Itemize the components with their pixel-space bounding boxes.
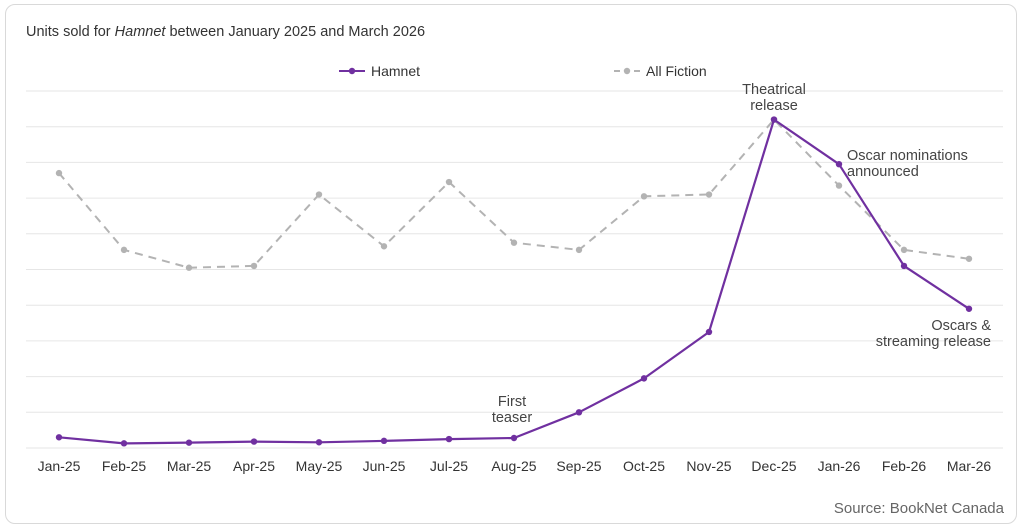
x-tick-label: Mar-26 bbox=[947, 458, 992, 474]
series-hamnet bbox=[55, 116, 973, 447]
x-tick-label: Feb-25 bbox=[102, 458, 147, 474]
data-point bbox=[900, 246, 908, 254]
data-point bbox=[55, 169, 63, 177]
annotation: Oscars &streaming release bbox=[876, 318, 992, 350]
legend-label: Hamnet bbox=[371, 63, 420, 79]
data-point bbox=[315, 439, 323, 446]
data-point bbox=[640, 375, 648, 382]
series-lines bbox=[55, 116, 973, 447]
data-point bbox=[250, 262, 258, 270]
data-point bbox=[315, 191, 323, 198]
data-point bbox=[250, 438, 258, 445]
data-point bbox=[575, 409, 583, 416]
annotation-line: Oscars & bbox=[931, 318, 991, 334]
annotation-line: announced bbox=[847, 164, 919, 180]
data-point bbox=[835, 182, 843, 189]
data-point bbox=[445, 178, 453, 186]
legend: Hamnet All Fiction bbox=[339, 63, 707, 79]
annotation-line: teaser bbox=[492, 410, 532, 426]
data-point bbox=[510, 239, 518, 246]
chart-title-book: Hamnet bbox=[114, 24, 166, 40]
x-tick-label: Jan-26 bbox=[818, 458, 861, 474]
x-tick-label: Sep-25 bbox=[556, 458, 601, 474]
data-point bbox=[445, 435, 453, 443]
x-tick-label: Jul-25 bbox=[430, 458, 468, 474]
data-point bbox=[705, 191, 713, 198]
data-point bbox=[575, 246, 583, 254]
data-point bbox=[770, 116, 778, 123]
data-point bbox=[835, 160, 843, 168]
x-tick-label: Aug-25 bbox=[491, 458, 536, 474]
x-axis-ticks: Jan-25 Feb-25 Mar-25 Apr-25 May-25 Jun-25 Jul-… bbox=[38, 458, 992, 474]
x-tick-label: Mar-25 bbox=[167, 458, 212, 474]
legend-label: All Fiction bbox=[646, 63, 707, 79]
annotation-line: Oscar nominations bbox=[847, 148, 968, 164]
data-point bbox=[965, 305, 973, 312]
data-point bbox=[705, 328, 713, 336]
legend-item: All Fiction bbox=[614, 63, 707, 79]
data-point bbox=[55, 434, 63, 441]
annotation-line: First bbox=[498, 394, 526, 410]
data-point bbox=[120, 440, 128, 447]
x-tick-label: Nov-25 bbox=[686, 458, 731, 474]
x-tick-label: Jun-25 bbox=[363, 458, 406, 474]
data-point bbox=[185, 439, 193, 446]
x-tick-label: Jan-25 bbox=[38, 458, 81, 474]
x-tick-label: Feb-26 bbox=[882, 458, 927, 474]
annotation-line: streaming release bbox=[876, 334, 991, 350]
data-point bbox=[380, 243, 388, 250]
data-point bbox=[380, 437, 388, 445]
data-point bbox=[120, 246, 128, 254]
annotation-line: release bbox=[750, 98, 798, 114]
chart-title: Units sold for Hamnet between January 20… bbox=[26, 24, 426, 40]
source-note: Source: BookNet Canada bbox=[833, 500, 1004, 517]
data-point bbox=[900, 262, 908, 270]
x-tick-label: Dec-25 bbox=[751, 458, 796, 474]
x-tick-label: Apr-25 bbox=[233, 458, 275, 474]
legend-swatch-marker bbox=[348, 67, 356, 75]
data-point bbox=[640, 193, 648, 200]
x-tick-label: Oct-25 bbox=[623, 458, 665, 474]
series-all-fiction bbox=[55, 116, 973, 271]
data-point bbox=[510, 434, 518, 442]
annotation-line: Theatrical bbox=[742, 82, 806, 98]
data-point bbox=[965, 255, 973, 262]
x-tick-label: May-25 bbox=[296, 458, 343, 474]
legend-item: Hamnet bbox=[339, 63, 420, 79]
legend-swatch-marker bbox=[623, 67, 631, 75]
data-point bbox=[185, 264, 193, 271]
